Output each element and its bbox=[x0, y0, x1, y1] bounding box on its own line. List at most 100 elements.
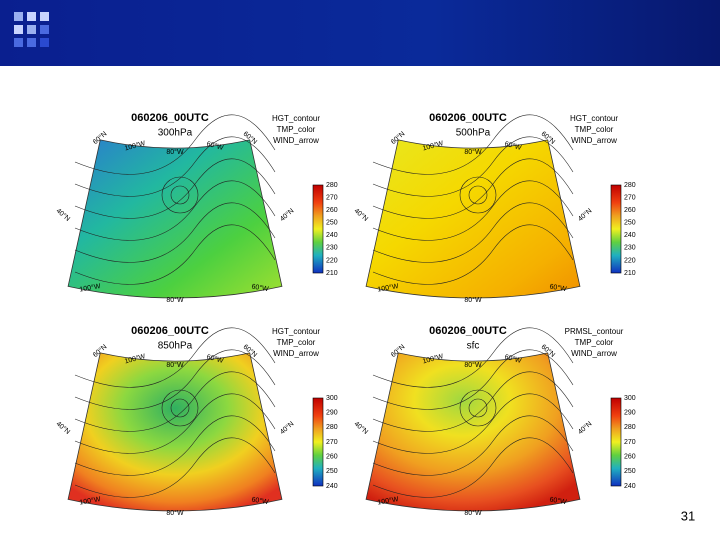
panel-level: sfc bbox=[467, 341, 480, 352]
map-label: 80°W bbox=[464, 509, 482, 517]
colorbar-label: 300 bbox=[624, 395, 636, 402]
colorbar-label: 220 bbox=[624, 257, 636, 264]
map-label: 40°N bbox=[55, 420, 72, 436]
colorbar-label: 250 bbox=[326, 468, 338, 475]
contour bbox=[74, 371, 276, 432]
map-label: 100°W bbox=[377, 495, 400, 507]
contour bbox=[372, 114, 574, 175]
map-label: 60°W bbox=[251, 282, 270, 293]
panel-title: 060206_00UTC bbox=[429, 325, 507, 337]
colorbar-label: 240 bbox=[326, 232, 338, 239]
colorbar bbox=[610, 397, 622, 487]
colorbar-label: 270 bbox=[326, 194, 338, 201]
contour bbox=[74, 415, 276, 476]
panel-title: 060206_00UTC bbox=[131, 325, 209, 337]
legend-text: HGT_contour bbox=[272, 114, 320, 123]
low-center bbox=[459, 176, 497, 214]
colorbar-label: 210 bbox=[624, 270, 636, 277]
contour bbox=[372, 349, 574, 410]
low-center bbox=[468, 185, 488, 205]
map-label: 80°W bbox=[166, 509, 184, 517]
colorbar-label: 300 bbox=[326, 395, 338, 402]
map-label: 40°N bbox=[278, 420, 295, 436]
colorbar-label: 270 bbox=[624, 194, 636, 201]
page-number: 31 bbox=[681, 508, 695, 523]
contour bbox=[74, 437, 276, 498]
panel-level: 300hPa bbox=[158, 128, 193, 139]
colorbar bbox=[312, 184, 324, 274]
panel-level: 500hPa bbox=[456, 128, 491, 139]
map-label: 40°N bbox=[353, 420, 370, 436]
legend-text: HGT_contour bbox=[570, 114, 618, 123]
map-label: 80°W bbox=[464, 148, 482, 156]
low-center bbox=[161, 389, 199, 427]
colorbar-label: 240 bbox=[624, 483, 636, 490]
map-label: 60°W bbox=[549, 282, 568, 293]
map-area bbox=[67, 352, 283, 512]
colorbar-label: 220 bbox=[326, 257, 338, 264]
colorbar-label: 270 bbox=[624, 439, 636, 446]
legend-text: HGT_contour bbox=[272, 327, 320, 336]
map-label: 80°W bbox=[166, 361, 184, 369]
legend-text: TMP_color bbox=[277, 338, 316, 347]
map-label: 40°N bbox=[55, 207, 72, 223]
map-label: 80°W bbox=[464, 296, 482, 304]
low-center bbox=[161, 176, 199, 214]
contour bbox=[74, 327, 276, 388]
contour bbox=[372, 437, 574, 498]
colorbar-label: 280 bbox=[624, 424, 636, 431]
contour bbox=[74, 224, 276, 285]
contour bbox=[372, 393, 574, 454]
colorbar-label: 260 bbox=[624, 454, 636, 461]
colorbar-label: 230 bbox=[624, 245, 636, 252]
colorbar-label: 230 bbox=[326, 245, 338, 252]
colorbar-label: 250 bbox=[326, 220, 338, 227]
map-label: 80°W bbox=[166, 148, 184, 156]
map-area bbox=[365, 352, 581, 512]
colorbar-label: 250 bbox=[624, 220, 636, 227]
map-label: 80°W bbox=[464, 361, 482, 369]
contour bbox=[372, 158, 574, 219]
map-area bbox=[67, 139, 283, 299]
colorbar bbox=[312, 397, 324, 487]
colorbar-label: 270 bbox=[326, 439, 338, 446]
low-center bbox=[170, 185, 190, 205]
map-label: 40°N bbox=[576, 207, 593, 223]
colorbar-label: 260 bbox=[326, 454, 338, 461]
map-area bbox=[365, 139, 581, 299]
colorbar-label: 290 bbox=[326, 410, 338, 417]
contour bbox=[74, 158, 276, 219]
low-center bbox=[170, 398, 190, 418]
colorbar bbox=[610, 184, 622, 274]
legend-text: PRMSL_contour bbox=[565, 327, 624, 336]
colorbar-label: 280 bbox=[326, 424, 338, 431]
contour bbox=[74, 349, 276, 410]
header-logo bbox=[14, 12, 49, 47]
map-label: 100°W bbox=[79, 282, 102, 294]
contour bbox=[372, 202, 574, 263]
colorbar-label: 290 bbox=[624, 410, 636, 417]
map-label: 100°W bbox=[79, 495, 102, 507]
panel-title: 060206_00UTC bbox=[429, 112, 507, 124]
legend-text: WIND_arrow bbox=[571, 136, 617, 145]
map-label: 40°N bbox=[353, 207, 370, 223]
legend-text: WIND_arrow bbox=[273, 136, 319, 145]
header-bar bbox=[0, 0, 720, 66]
contour bbox=[372, 415, 574, 476]
map-label: 100°W bbox=[377, 282, 400, 294]
legend-text: WIND_arrow bbox=[571, 349, 617, 358]
low-center bbox=[468, 398, 488, 418]
contour bbox=[74, 393, 276, 454]
map-label: 40°N bbox=[576, 420, 593, 436]
map-label: 40°N bbox=[278, 207, 295, 223]
contour bbox=[372, 180, 574, 241]
colorbar-label: 240 bbox=[624, 232, 636, 239]
contour bbox=[74, 114, 276, 175]
colorbar-label: 260 bbox=[624, 207, 636, 214]
